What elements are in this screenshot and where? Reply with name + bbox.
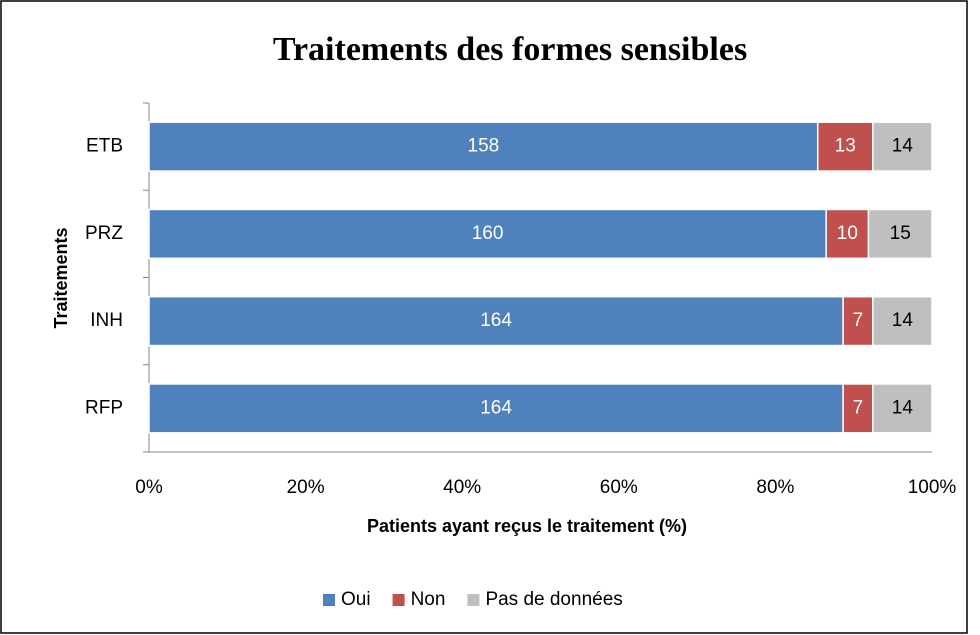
data-label: 15	[890, 223, 911, 244]
data-label: 7	[853, 310, 864, 331]
y-tick-label: PRZ	[85, 223, 123, 244]
bar-segment	[871, 121, 933, 172]
chart-title: Traitements des formes sensibles	[273, 31, 747, 68]
data-label: 158	[468, 136, 500, 157]
x-tick-label: 20%	[287, 477, 325, 498]
legend-label: Pas de données	[485, 589, 622, 610]
y-tick-label: INH	[90, 310, 123, 331]
data-label: 160	[472, 223, 504, 244]
bar-segment	[816, 121, 874, 172]
legend-swatch	[323, 594, 335, 606]
x-tick-label: 80%	[756, 477, 794, 498]
legend-label: Non	[411, 589, 446, 610]
data-label: 14	[892, 310, 914, 331]
x-tick-label: 0%	[135, 477, 163, 498]
bar-segment	[148, 121, 819, 172]
legend-swatch	[392, 594, 405, 606]
bar-segment	[148, 383, 844, 434]
y-tick-label: ETB	[86, 136, 123, 157]
data-label: 10	[837, 223, 858, 244]
y-tick-label: RFP	[85, 397, 123, 418]
data-label: 14	[892, 397, 914, 418]
data-label: 164	[480, 397, 512, 418]
bar-segment	[871, 295, 933, 347]
data-label: 7	[853, 397, 864, 418]
data-label: 13	[835, 136, 856, 157]
bar-segment	[148, 208, 827, 260]
legend-label: Oui	[341, 589, 371, 610]
data-label: 14	[892, 136, 914, 157]
x-tick-label: 100%	[908, 477, 957, 498]
data-label: 164	[480, 310, 512, 331]
x-axis-title: Patients ayant reçus le traitement (%)	[367, 516, 687, 536]
x-tick-label: 40%	[443, 477, 481, 498]
bar-segment	[842, 383, 874, 434]
x-tick-label: 60%	[600, 477, 638, 498]
y-axis-title: Traitements	[51, 227, 71, 328]
bar-segment	[871, 383, 933, 434]
bar-segment	[825, 208, 870, 260]
legend-swatch	[467, 594, 480, 606]
bar-segment	[867, 208, 933, 260]
